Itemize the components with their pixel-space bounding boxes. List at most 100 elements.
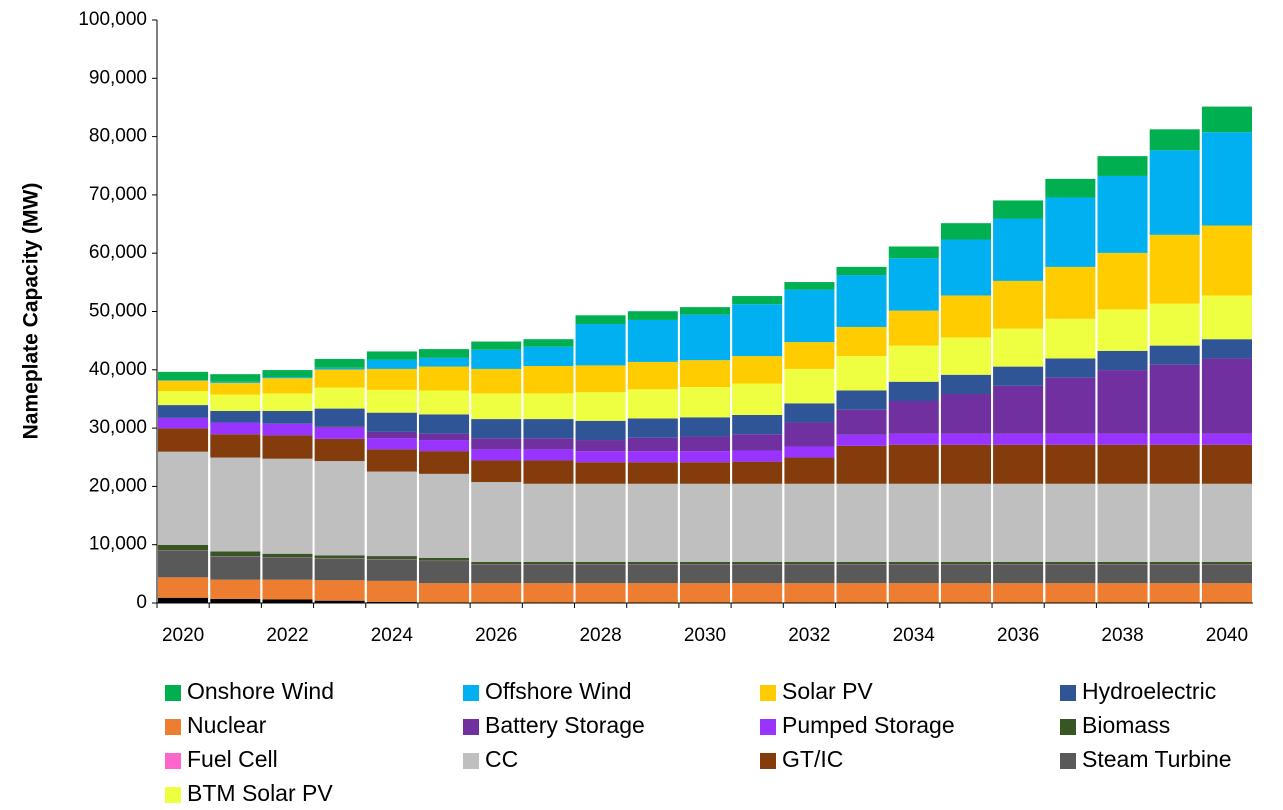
bar-segment: [836, 583, 887, 603]
legend-swatch: [165, 685, 181, 701]
bar-segment: [888, 246, 939, 259]
bar-segment: [210, 598, 261, 603]
bar-segment: [888, 258, 939, 311]
bar-segment: [732, 483, 783, 562]
bar-segment: [418, 440, 470, 452]
bar-segment: [366, 431, 417, 439]
bar-segment: [210, 434, 261, 458]
bar-segment: [366, 359, 417, 369]
bar-segment: [836, 356, 887, 391]
bar-segment: [940, 583, 992, 603]
bar-segment: [418, 473, 470, 558]
bar-segment: [366, 556, 417, 559]
bar-segment: [418, 414, 470, 434]
bar-segment: [210, 410, 261, 423]
bar-segment: [940, 223, 992, 240]
bar-segment: [732, 564, 783, 584]
bar-segment: [1201, 564, 1252, 584]
x-tick-label: 2028: [579, 625, 621, 646]
legend-swatch: [165, 719, 181, 735]
bar-segment: [366, 601, 417, 603]
legend-swatch: [1060, 719, 1076, 735]
bar-segment: [1149, 564, 1200, 584]
bar-segment: [575, 561, 626, 565]
x-tick-label: 2026: [475, 625, 517, 646]
bar-segment: [366, 580, 417, 602]
legend-label: Fuel Cell: [187, 746, 278, 772]
bar-segment: [679, 314, 731, 361]
bar-segment: [314, 426, 365, 428]
bar-segment: [471, 583, 522, 603]
bar-segment: [888, 444, 939, 484]
bar-segment: [262, 435, 313, 459]
bar-segment: [993, 583, 1044, 603]
legend-label: Steam Turbine: [1082, 746, 1232, 772]
bar-segment: [471, 482, 522, 562]
legend-swatch: [463, 753, 479, 769]
bar-segment: [627, 437, 678, 452]
bar-segment: [471, 449, 522, 461]
bar-segment: [784, 483, 835, 562]
y-tick-label: 60,000: [89, 242, 147, 263]
bar-segment: [1149, 583, 1200, 603]
bar-segment: [1097, 564, 1148, 584]
bar-segment: [940, 374, 992, 394]
legend-label: Nuclear: [187, 712, 267, 738]
bar-segment: [1149, 129, 1200, 151]
bar-segment: [471, 460, 522, 483]
bar-segment: [262, 378, 313, 394]
bar-segment: [940, 561, 992, 565]
bar-segment: [158, 380, 209, 381]
legend-label: Solar PV: [782, 678, 873, 704]
bar-segment: [523, 419, 574, 439]
legend-label: Onshore Wind: [187, 678, 334, 704]
bar-segment: [1201, 358, 1252, 434]
bar-segment: [732, 383, 783, 415]
bar-segment: [784, 583, 835, 603]
bar-segment: [471, 419, 522, 439]
bar-segment: [1097, 252, 1148, 310]
bar-segment: [471, 393, 522, 420]
bar-segment: [158, 451, 209, 545]
legend-label: BTM Solar PV: [187, 780, 333, 806]
bar-segment: [366, 368, 417, 390]
bar-segment: [523, 366, 574, 394]
bar-segment: [314, 369, 365, 388]
bar-segment: [575, 324, 626, 366]
bar-segment: [314, 558, 365, 581]
bar-segment: [836, 483, 887, 562]
legend-label: Battery Storage: [485, 712, 645, 738]
bar-segment: [993, 366, 1044, 386]
bar-segment: [784, 282, 835, 290]
bar-segment: [993, 385, 1044, 434]
bar-segment: [1045, 178, 1096, 198]
bar-segment: [1097, 156, 1148, 176]
bar-segment: [1097, 433, 1148, 445]
bar-segment: [993, 483, 1044, 562]
bar-segment: [158, 597, 209, 603]
bar-segment: [732, 561, 783, 565]
x-tick-label: 2034: [893, 625, 936, 646]
bar-segment: [679, 386, 731, 418]
bar-segment: [262, 553, 313, 558]
bar-segment: [1149, 234, 1200, 304]
bar-segment: [888, 310, 939, 346]
bar-segment: [1201, 444, 1252, 484]
bar-segment: [888, 583, 939, 603]
legend-label: Biomass: [1082, 712, 1170, 738]
bar-segment: [1149, 345, 1200, 365]
bar-segment: [784, 446, 835, 458]
x-tick-label: 2040: [1206, 625, 1248, 646]
bar-segment: [732, 450, 783, 462]
bar-segment: [1149, 483, 1200, 562]
bar-segment: [262, 370, 313, 378]
bar-segment: [262, 393, 313, 411]
bar-segment: [1201, 339, 1252, 359]
x-tick-label: 2022: [266, 625, 308, 646]
bar-segment: [784, 289, 835, 343]
bar-segment: [262, 410, 313, 424]
y-tick-label: 0: [136, 592, 147, 613]
bar-segment: [1045, 266, 1096, 319]
bar-segment: [366, 351, 417, 360]
bar-segment: [523, 339, 574, 347]
